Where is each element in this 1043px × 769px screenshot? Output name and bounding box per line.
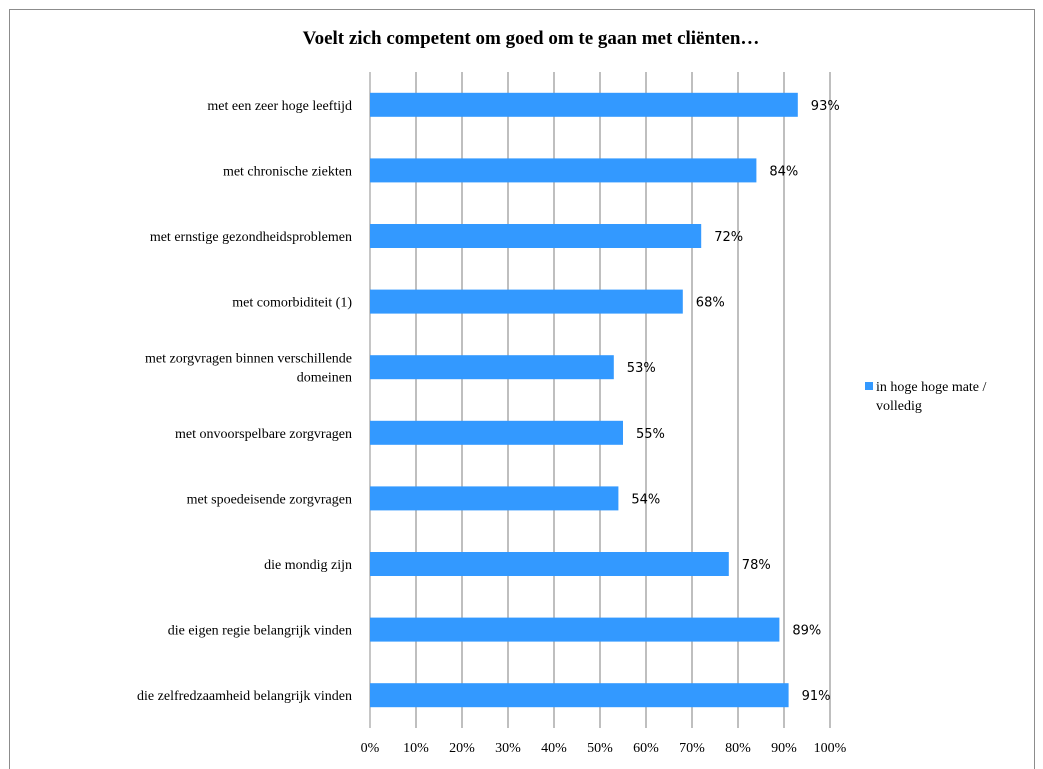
category-label-line: met onvoorspelbare zorgvragen xyxy=(175,427,352,442)
bars xyxy=(370,92,798,708)
data-label: 55% xyxy=(636,427,665,442)
category-label-line: met comorbiditeit (1) xyxy=(232,296,352,311)
legend-label-line-1: in hoge hoge mate / xyxy=(876,380,987,395)
data-label: 72% xyxy=(714,230,743,245)
category-label-line: die mondig zijn xyxy=(264,558,352,573)
x-tick-label: 50% xyxy=(587,741,613,756)
chart-title: Voelt zich competent om goed om te gaan … xyxy=(302,28,760,49)
data-label: 93% xyxy=(811,99,840,114)
category-label: die eigen regie belangrijk vinden xyxy=(168,624,352,639)
category-label-line: domeinen xyxy=(297,371,352,386)
bar xyxy=(370,158,757,183)
bar xyxy=(370,224,702,248)
data-label: 53% xyxy=(627,361,656,376)
category-label: die mondig zijn xyxy=(264,558,352,573)
category-label: met comorbiditeit (1) xyxy=(232,296,352,311)
data-label: 89% xyxy=(792,624,821,639)
category-label-line: met een zeer hoge leeftijd xyxy=(207,99,352,114)
legend: in hoge hoge mate / volledig xyxy=(865,378,1035,416)
x-tick-label: 70% xyxy=(679,741,705,756)
category-label-line: met chronische ziekten xyxy=(223,164,352,179)
category-label: met zorgvragen binnen verschillende domei… xyxy=(145,352,352,386)
category-label: met een zeer hoge leeftijd xyxy=(207,99,352,114)
chart-frame xyxy=(9,9,1035,769)
legend-entry: in hoge hoge mate / xyxy=(865,378,1035,397)
bar xyxy=(370,683,789,708)
bar xyxy=(370,92,798,117)
category-label-line: met zorgvragen binnen verschillende xyxy=(145,352,352,367)
category-label: met ernstige gezondheidsproblemen xyxy=(150,230,352,245)
x-tick-label: 80% xyxy=(725,741,751,756)
legend-label-line-2: volledig xyxy=(876,399,922,414)
data-label: 78% xyxy=(742,558,771,573)
category-label: met spoedeisende zorgvragen xyxy=(187,492,352,507)
category-label-line: met spoedeisende zorgvragen xyxy=(187,492,352,507)
category-label: met onvoorspelbare zorgvragen xyxy=(175,427,352,442)
category-label-line: die zelfredzaamheid belangrijk vinden xyxy=(137,689,352,704)
data-label: 84% xyxy=(769,164,798,179)
bar xyxy=(370,420,623,445)
bar xyxy=(370,486,619,511)
x-tick-label: 10% xyxy=(403,741,429,756)
category-label-line: met ernstige gezondheidsproblemen xyxy=(150,230,352,245)
category-label: die zelfredzaamheid belangrijk vinden xyxy=(137,689,352,704)
category-label-line: die eigen regie belangrijk vinden xyxy=(168,624,352,639)
x-tick-label: 100% xyxy=(814,741,847,756)
x-tick-label: 0% xyxy=(361,741,380,756)
category-label: met chronische ziekten xyxy=(223,164,352,179)
x-tick-label: 40% xyxy=(541,741,567,756)
data-labels: 93% 84% 72% 68% 53% 55% 54% 78% 89% 91% xyxy=(627,99,840,704)
category-labels: met een zeer hoge leeftijd met chronische… xyxy=(137,99,352,704)
bar xyxy=(370,617,780,642)
x-tick-label: 20% xyxy=(449,741,475,756)
bar xyxy=(370,289,683,314)
bar xyxy=(370,552,729,576)
x-tick-label: 60% xyxy=(633,741,659,756)
data-label: 91% xyxy=(802,689,831,704)
x-tick-label: 90% xyxy=(771,741,797,756)
bar xyxy=(370,355,614,380)
legend-swatch xyxy=(865,382,873,390)
data-label: 54% xyxy=(631,492,660,507)
x-axis-ticks: 0% 10% 20% 30% 40% 50% 60% 70% 80% 90% 100% xyxy=(361,741,847,756)
x-tick-label: 30% xyxy=(495,741,521,756)
data-label: 68% xyxy=(696,296,725,311)
